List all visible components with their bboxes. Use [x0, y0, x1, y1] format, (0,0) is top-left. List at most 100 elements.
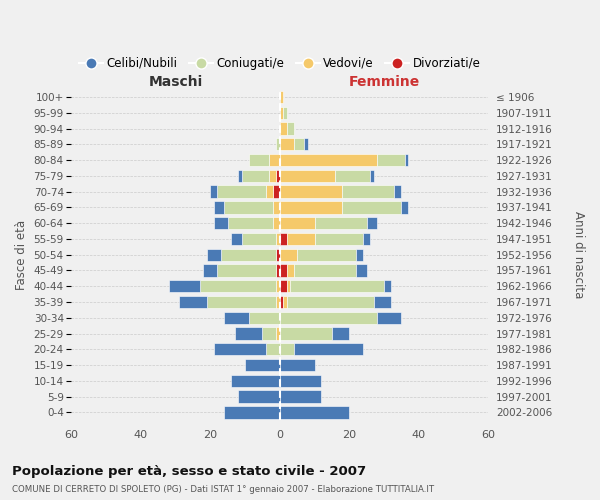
Text: Maschi: Maschi: [149, 75, 203, 89]
Bar: [287, 122, 293, 134]
Bar: [266, 186, 273, 198]
Bar: [280, 264, 287, 276]
Bar: [224, 202, 273, 213]
Bar: [384, 280, 391, 292]
Bar: [207, 296, 277, 308]
Bar: [228, 217, 273, 230]
Text: COMUNE DI CERRETO DI SPOLETO (PG) - Dati ISTAT 1° gennaio 2007 - Elaborazione TU: COMUNE DI CERRETO DI SPOLETO (PG) - Dati…: [12, 485, 434, 494]
Bar: [277, 328, 280, 340]
Bar: [283, 106, 287, 119]
Bar: [293, 138, 304, 150]
Bar: [343, 186, 394, 198]
Bar: [214, 217, 228, 230]
Bar: [217, 186, 266, 198]
Bar: [280, 154, 377, 166]
Bar: [207, 248, 221, 261]
Bar: [290, 280, 384, 292]
Bar: [280, 91, 283, 103]
Bar: [280, 106, 283, 119]
Bar: [297, 248, 356, 261]
Bar: [211, 186, 217, 198]
Bar: [370, 170, 374, 182]
Bar: [280, 374, 322, 387]
Bar: [280, 390, 322, 403]
Bar: [262, 328, 277, 340]
Y-axis label: Fasce di età: Fasce di età: [15, 220, 28, 290]
Bar: [280, 312, 377, 324]
Bar: [280, 328, 332, 340]
Bar: [280, 202, 343, 213]
Bar: [356, 264, 367, 276]
Bar: [280, 296, 283, 308]
Bar: [269, 154, 280, 166]
Bar: [280, 217, 314, 230]
Bar: [280, 406, 349, 418]
Bar: [238, 390, 280, 403]
Bar: [238, 170, 242, 182]
Bar: [214, 202, 224, 213]
Bar: [217, 264, 277, 276]
Bar: [269, 170, 277, 182]
Bar: [266, 343, 280, 355]
Bar: [280, 343, 293, 355]
Bar: [304, 138, 308, 150]
Bar: [280, 248, 297, 261]
Bar: [277, 138, 280, 150]
Bar: [277, 233, 280, 245]
Bar: [280, 359, 314, 371]
Bar: [221, 248, 277, 261]
Bar: [394, 186, 401, 198]
Bar: [280, 170, 335, 182]
Bar: [242, 170, 269, 182]
Bar: [356, 248, 363, 261]
Bar: [273, 217, 280, 230]
Text: Popolazione per età, sesso e stato civile - 2007: Popolazione per età, sesso e stato civil…: [12, 464, 366, 477]
Bar: [280, 186, 343, 198]
Bar: [280, 280, 287, 292]
Bar: [203, 264, 217, 276]
Bar: [277, 280, 280, 292]
Bar: [287, 233, 314, 245]
Bar: [374, 296, 391, 308]
Bar: [287, 280, 290, 292]
Bar: [314, 217, 367, 230]
Bar: [200, 280, 277, 292]
Bar: [248, 154, 269, 166]
Bar: [377, 312, 401, 324]
Bar: [245, 359, 280, 371]
Bar: [169, 280, 200, 292]
Bar: [224, 312, 248, 324]
Bar: [401, 202, 408, 213]
Bar: [283, 296, 287, 308]
Bar: [273, 202, 280, 213]
Bar: [335, 170, 370, 182]
Bar: [277, 296, 280, 308]
Bar: [277, 264, 280, 276]
Bar: [367, 217, 377, 230]
Bar: [343, 202, 401, 213]
Bar: [293, 343, 363, 355]
Bar: [405, 154, 408, 166]
Bar: [287, 264, 293, 276]
Y-axis label: Anni di nascita: Anni di nascita: [572, 211, 585, 298]
Bar: [277, 170, 280, 182]
Bar: [248, 312, 280, 324]
Legend: Celibi/Nubili, Coniugati/e, Vedovi/e, Divorziati/e: Celibi/Nubili, Coniugati/e, Vedovi/e, Di…: [74, 52, 485, 74]
Bar: [293, 264, 356, 276]
Bar: [377, 154, 405, 166]
Bar: [214, 343, 266, 355]
Bar: [273, 186, 280, 198]
Bar: [280, 138, 293, 150]
Bar: [280, 122, 287, 134]
Bar: [277, 248, 280, 261]
Bar: [332, 328, 349, 340]
Bar: [231, 374, 280, 387]
Bar: [363, 233, 370, 245]
Bar: [231, 233, 242, 245]
Bar: [287, 296, 374, 308]
Bar: [280, 233, 287, 245]
Bar: [235, 328, 262, 340]
Bar: [242, 233, 277, 245]
Bar: [179, 296, 207, 308]
Bar: [224, 406, 280, 418]
